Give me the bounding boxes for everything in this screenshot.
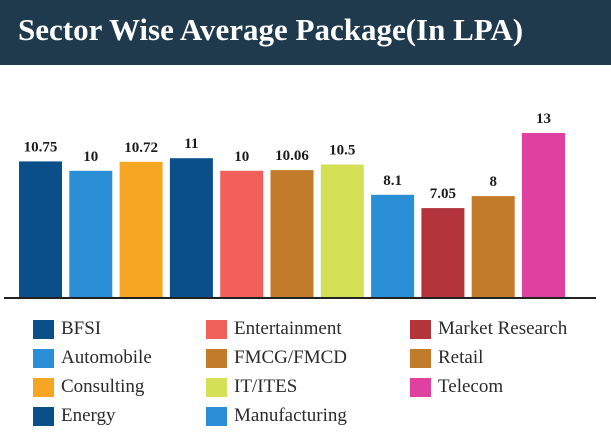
bar-bfsi [19,161,62,297]
legend-swatch [206,377,227,397]
data-label: 10 [234,149,249,165]
bar-chart: 10.75 10 10.72 11 10 10.06 10.5 8.1 7.05 8 13 [4,111,596,299]
bar-it-ites [320,164,364,297]
data-label: 10 [83,149,98,165]
legend-label: IT/ITES [234,376,298,397]
bar-retail [471,196,515,297]
legend-swatch [33,348,54,368]
bar-entertainment [220,170,264,297]
legend-item: IT/ITES [206,376,297,398]
legend-swatch [33,319,54,339]
legend-swatch [33,377,54,397]
legend-swatch [206,319,227,339]
data-label: 10.5 [329,143,355,159]
legend-swatch [410,377,431,397]
legend-item: Automobile [33,347,152,369]
bar-automobile [69,170,113,297]
legend-item: Retail [410,347,483,369]
data-label: 10.72 [124,140,158,156]
data-label: 8.1 [383,173,402,189]
data-label: 11 [184,136,198,152]
legend-item: FMCG/FMCD [206,347,347,369]
legend-label: FMCG/FMCD [234,347,347,368]
legend-item: Telecom [410,376,503,398]
bar-market-research [421,208,465,297]
data-label: 8 [489,174,497,190]
bar-telecom [522,133,565,297]
chart-title: Sector Wise Average Package(In LPA) [18,12,524,47]
bar-fmcg-fmcd [270,170,314,297]
legend-item: Energy [33,405,116,427]
legend-swatch [206,348,227,368]
legend-label: Telecom [438,376,504,397]
legend-item: Manufacturing [206,405,347,427]
data-label: 10.06 [275,148,309,164]
bars-group [19,133,565,297]
legend-item: Consulting [33,376,144,398]
legend-label: Entertainment [234,318,342,339]
legend-item: Market Research [410,318,567,340]
data-label: 7.05 [430,186,456,202]
data-labels-group: 10.75 10 10.72 11 10 10.06 10.5 8.1 7.05 8 13 [24,111,551,202]
legend-item: BFSI [33,318,101,340]
legend-label: Manufacturing [234,405,347,426]
legend-swatch [410,348,431,368]
legend: BFSI Automobile Consulting Energy Entertainm… [0,312,611,441]
legend-item: Entertainment [206,318,342,340]
legend-swatch [206,406,227,426]
bar-consulting [119,161,163,297]
bar-manufacturing [371,194,415,297]
legend-label: Retail [438,347,484,368]
title-bar: Sector Wise Average Package(In LPA) [0,0,611,65]
data-label: 10.75 [24,139,58,155]
legend-label: Energy [61,405,116,426]
data-label: 13 [536,111,551,127]
legend-label: Consulting [61,376,145,397]
legend-label: Market Research [438,318,568,339]
legend-label: BFSI [61,318,102,339]
legend-label: Automobile [61,347,152,368]
legend-swatch [33,406,54,426]
legend-swatch [410,319,431,339]
bar-energy [169,158,213,297]
